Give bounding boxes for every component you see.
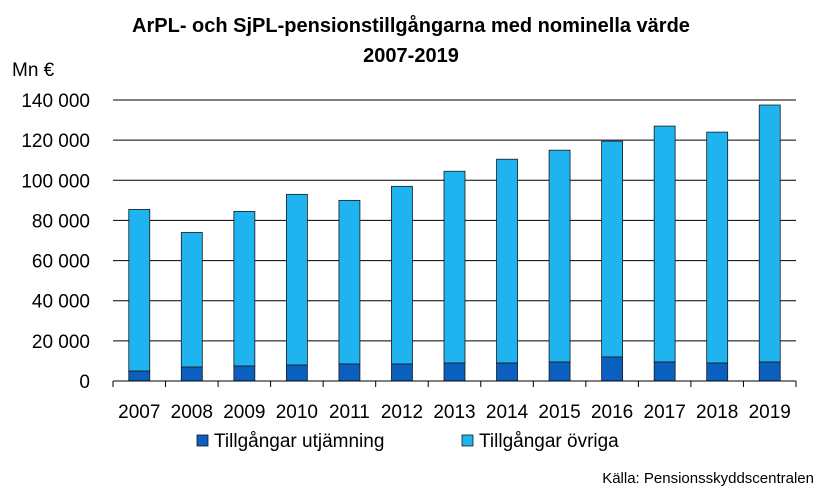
bar-utjamning	[601, 356, 624, 382]
bar-ovriga	[758, 104, 781, 363]
bar-utjamning	[233, 365, 256, 382]
x-tick-label: 2011	[329, 402, 370, 423]
x-tick-label: 2010	[276, 402, 318, 423]
chart-title-line2: 2007-2019	[363, 45, 459, 67]
bar-ovriga	[285, 193, 308, 366]
bar-ovriga	[233, 210, 256, 367]
x-tick-label: 2017	[644, 402, 686, 423]
bar-utjamning	[285, 364, 308, 382]
y-tick-label: 140 000	[21, 91, 90, 112]
bar-utjamning	[180, 366, 203, 382]
bar-ovriga	[601, 140, 624, 358]
y-tick-label: 120 000	[21, 131, 90, 152]
x-tick-label: 2016	[591, 402, 633, 423]
bar-utjamning	[706, 362, 729, 382]
bar-utjamning	[496, 362, 518, 382]
x-tick-label: 2015	[538, 402, 580, 423]
y-axis-ticks: 0 20 000 40 000 60 000 80 000 100 000 120 000 1…	[21, 91, 90, 393]
legend-swatch	[461, 434, 474, 447]
bar-utjamning	[758, 361, 781, 382]
bar-ovriga	[496, 158, 518, 364]
bars	[128, 104, 781, 382]
bar-ovriga	[706, 131, 729, 364]
legend-label: Tillgångar utjämning	[214, 431, 384, 452]
bar-utjamning	[391, 363, 413, 382]
source-note: Källa: Pensionsskyddscentralen	[602, 470, 814, 487]
bar-ovriga	[391, 185, 413, 365]
bar-utjamning	[443, 362, 466, 382]
bar-ovriga	[548, 149, 571, 363]
bar-ovriga	[338, 199, 361, 365]
x-tick-label: 2014	[486, 402, 529, 423]
bar-utjamning	[338, 363, 361, 382]
y-tick-label: 0	[79, 372, 90, 393]
x-tick-label: 2008	[171, 402, 213, 423]
legend: Tillgångar utjämning Tillgångar övriga	[196, 431, 619, 452]
legend-label: Tillgångar övriga	[479, 431, 619, 452]
x-tick-label: 2012	[381, 402, 423, 423]
bar-ovriga	[128, 208, 151, 372]
y-tick-label: 40 000	[32, 292, 90, 313]
x-tick-label: 2007	[118, 402, 160, 423]
legend-swatch	[196, 434, 209, 447]
y-axis-unit-label: Mn €	[12, 60, 55, 81]
x-tick-label: 2018	[696, 402, 738, 423]
bar-utjamning	[548, 361, 571, 382]
bar-utjamning	[128, 370, 151, 382]
x-axis-ticks: 2007 2008 2009 2010 2011 2012 2013 2014 2015 2016…	[112, 381, 797, 423]
chart-title-line1: ArPL- och SjPL-pensionstillgångarna med …	[132, 14, 690, 37]
y-tick-label: 20 000	[32, 332, 90, 353]
x-tick-label: 2009	[223, 402, 265, 423]
y-tick-label: 80 000	[32, 211, 90, 232]
bar-utjamning	[653, 361, 676, 382]
x-tick-label: 2013	[433, 402, 475, 423]
bar-ovriga	[180, 232, 203, 368]
bar-ovriga	[653, 125, 676, 363]
bar-ovriga	[443, 170, 466, 364]
y-tick-label: 100 000	[21, 171, 90, 192]
y-tick-label: 60 000	[32, 252, 90, 273]
x-tick-label: 2019	[749, 402, 791, 423]
